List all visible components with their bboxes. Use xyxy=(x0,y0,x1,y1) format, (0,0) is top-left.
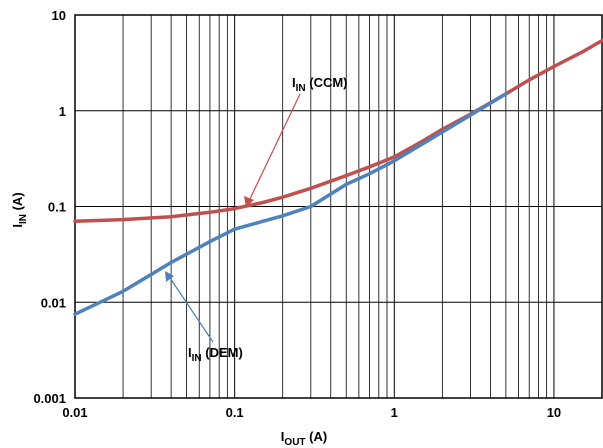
series-layer xyxy=(73,38,603,316)
y-tick-label: 10 xyxy=(52,8,66,23)
x-axis-title: IOUT (A) xyxy=(281,429,327,448)
y-axis-title: IIN (A) xyxy=(10,192,29,227)
x-tick-label: 10 xyxy=(547,405,561,420)
ccm-label: IIN (CCM) xyxy=(292,75,348,94)
dem-label: IIN (DEM) xyxy=(188,345,243,364)
plot-frame xyxy=(74,14,603,399)
ccm-arrowhead xyxy=(244,196,254,207)
dem-arrow-line xyxy=(167,274,214,343)
y-tick-label: 0.01 xyxy=(41,295,66,310)
x-tick-label: 0.1 xyxy=(226,405,244,420)
x-tick-label: 0.01 xyxy=(62,405,87,420)
x-tick-label: 1 xyxy=(391,405,398,420)
ccm-arrow-line xyxy=(247,93,301,204)
dem-arrowhead xyxy=(165,271,174,282)
y-tick-label: 1 xyxy=(59,104,66,119)
y-tick-label: 0.1 xyxy=(48,200,66,215)
y-tick-label: 0.001 xyxy=(33,391,66,406)
grid-lines xyxy=(75,15,602,398)
series-line-ccm xyxy=(73,38,603,224)
series-line-dem xyxy=(73,92,508,316)
